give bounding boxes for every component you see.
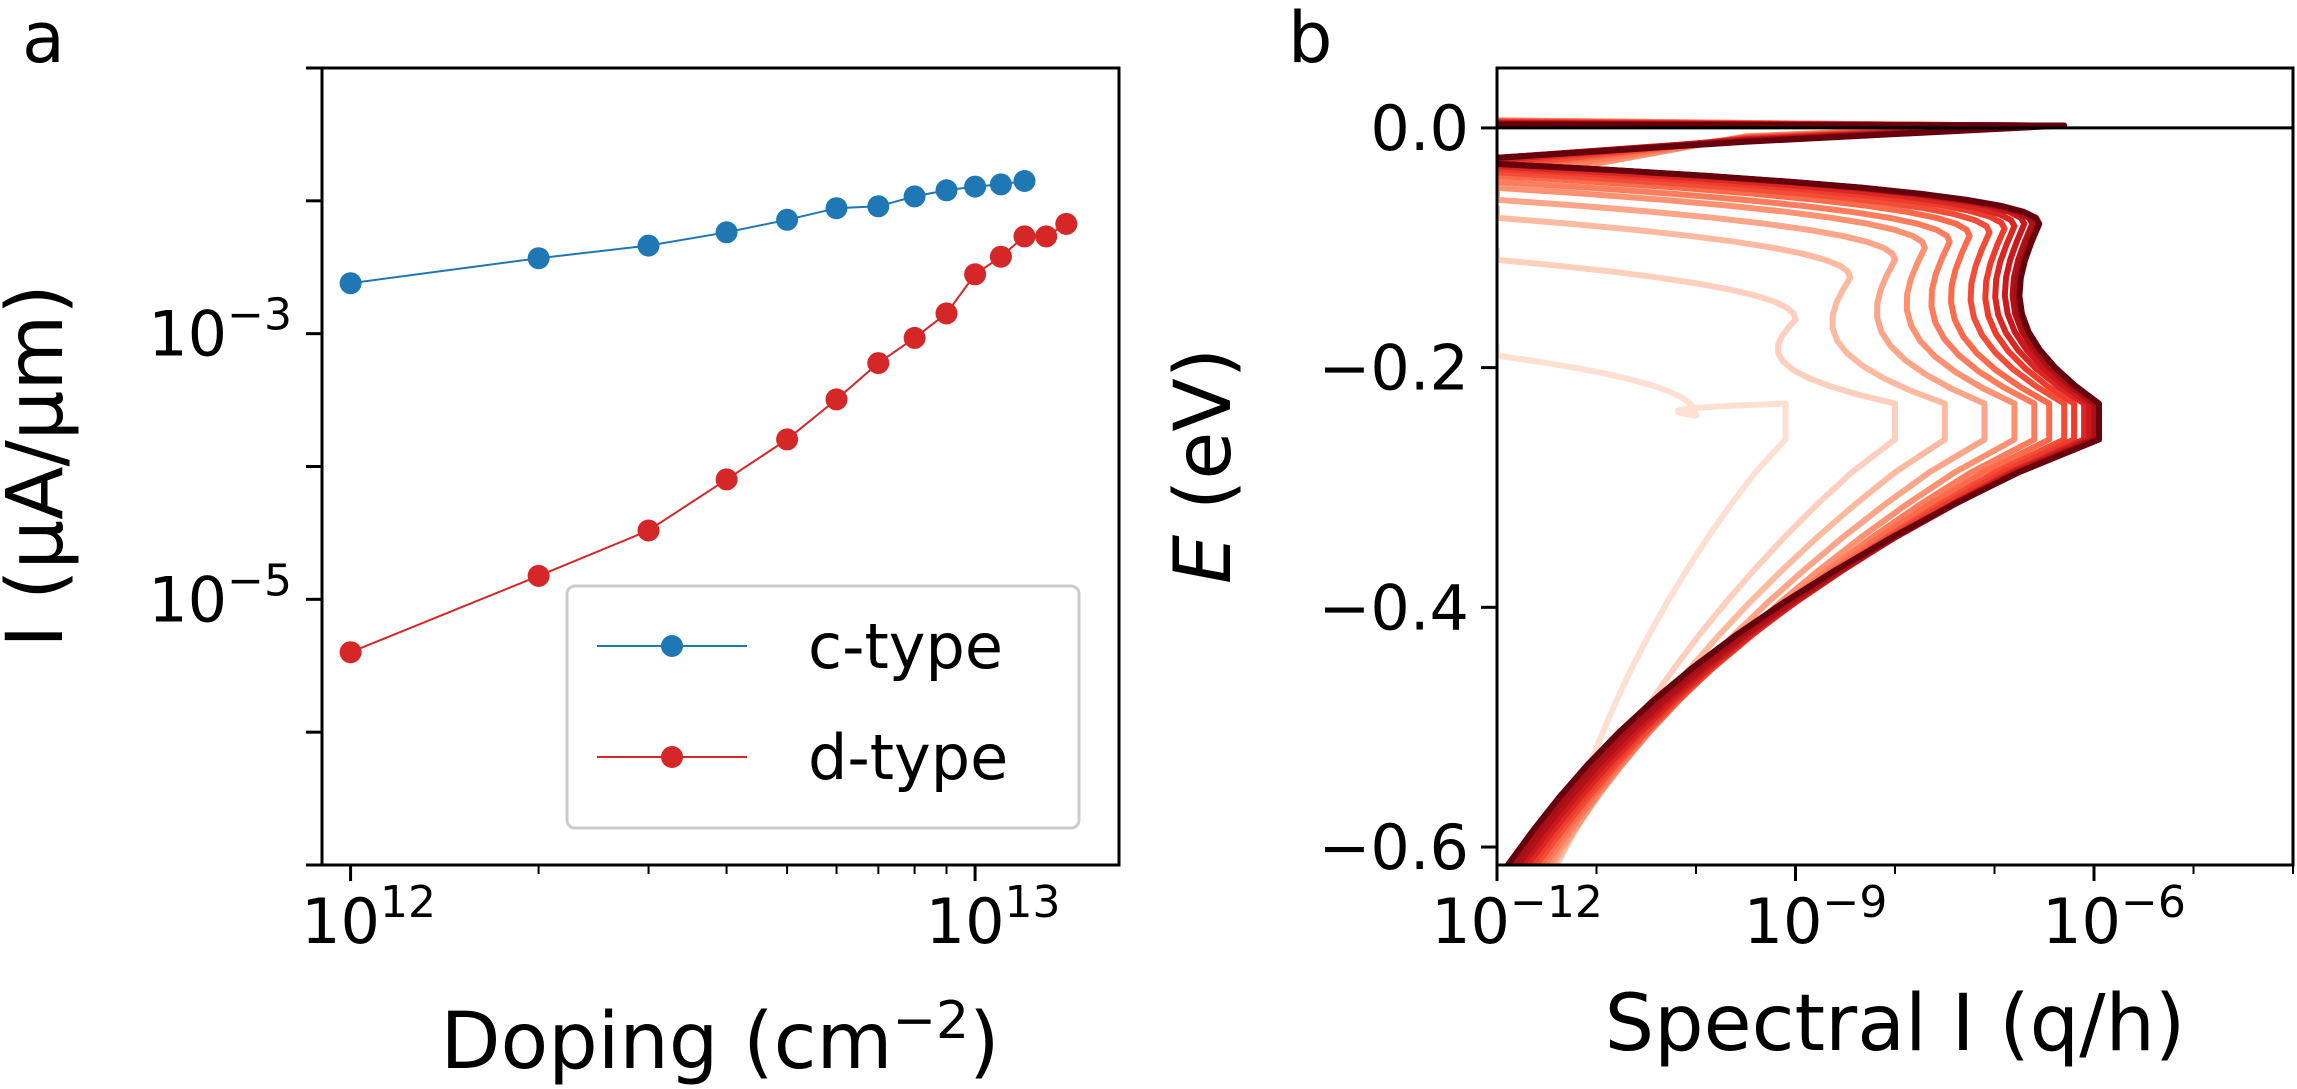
legend-label-c-type: c-type — [808, 610, 1003, 683]
x-tick-label: 1012 — [301, 877, 436, 958]
data-point-c-type — [715, 221, 738, 244]
data-point-d-type — [1013, 225, 1036, 248]
x-tick-label: 10−12 — [1431, 877, 1603, 958]
data-point-c-type — [339, 272, 362, 295]
data-point-c-type — [527, 247, 550, 270]
chart-a: 10−3 10−5 1012 1013 Doping (cm−2) I (μA/μm… — [0, 66, 1121, 1087]
data-point-c-type — [935, 179, 958, 202]
legend-marker-d-type — [661, 746, 683, 768]
data-point-d-type — [903, 326, 926, 349]
data-point-c-type — [989, 173, 1012, 196]
y-tick-label: 10−5 — [148, 555, 292, 636]
chart-b-curves — [1497, 117, 2102, 865]
chart-a-x-tick-labels: 1012 1013 — [301, 877, 1060, 958]
spectral-curve — [1497, 121, 2102, 865]
chart-b: 0.0 −0.2 −0.4 −0.6 10−12 10−9 10−6 Spectral I… — [1159, 66, 2295, 1069]
data-point-d-type — [339, 641, 362, 664]
data-point-c-type — [964, 175, 987, 198]
x-tick-label: 10−6 — [2042, 877, 2186, 958]
chart-a-x-axis-label: Doping (cm−2) — [440, 991, 999, 1087]
data-point-d-type — [637, 519, 660, 542]
data-point-c-type — [637, 234, 660, 257]
x-tick-label: 10−9 — [1744, 877, 1888, 958]
data-point-d-type — [715, 468, 738, 491]
chart-a-y-axis-label: I (μA/μm) — [0, 284, 81, 648]
x-tick-label: 1013 — [926, 877, 1061, 958]
legend-marker-c-type — [661, 635, 683, 657]
chart-b-y-tick-labels: 0.0 −0.2 −0.4 −0.6 — [1318, 92, 1469, 884]
chart-a-legend: c-type d-type — [565, 584, 1081, 830]
chart-b-x-axis-label: Spectral I (q/h) — [1605, 979, 2186, 1069]
y-tick-label: −0.2 — [1318, 332, 1469, 405]
data-point-d-type — [867, 352, 890, 375]
data-point-d-type — [527, 564, 550, 587]
y-tick-label: 0.0 — [1370, 92, 1469, 165]
panel-label-b: b — [1288, 0, 1332, 79]
data-point-d-type — [1055, 212, 1078, 235]
y-tick-label: 10−3 — [148, 290, 292, 371]
chart-a-y-tick-labels: 10−3 10−5 — [148, 290, 292, 637]
chart-a-series — [339, 170, 1078, 664]
data-point-c-type — [776, 208, 799, 231]
data-point-d-type — [935, 302, 958, 325]
data-point-c-type — [825, 197, 848, 220]
chart-b-ticks — [1481, 126, 2294, 881]
y-tick-label: −0.4 — [1318, 571, 1469, 644]
data-point-d-type — [1035, 225, 1058, 248]
y-tick-label: −0.6 — [1318, 811, 1469, 884]
legend-label-d-type: d-type — [808, 721, 1008, 794]
panel-label-a: a — [22, 0, 65, 79]
data-point-c-type — [1013, 170, 1036, 192]
spectral-curve — [1497, 343, 1789, 865]
data-point-c-type — [903, 185, 926, 208]
data-point-d-type — [989, 245, 1012, 268]
data-point-c-type — [867, 195, 890, 218]
chart-b-y-axis-label: E (eV) — [1159, 348, 1249, 584]
data-point-d-type — [964, 263, 987, 286]
chart-b-x-tick-labels: 10−12 10−9 10−6 — [1431, 877, 2186, 958]
data-point-d-type — [825, 388, 848, 411]
chart-a-ticks — [306, 66, 977, 881]
spectral-curve — [1497, 120, 2097, 865]
data-point-d-type — [776, 428, 799, 451]
